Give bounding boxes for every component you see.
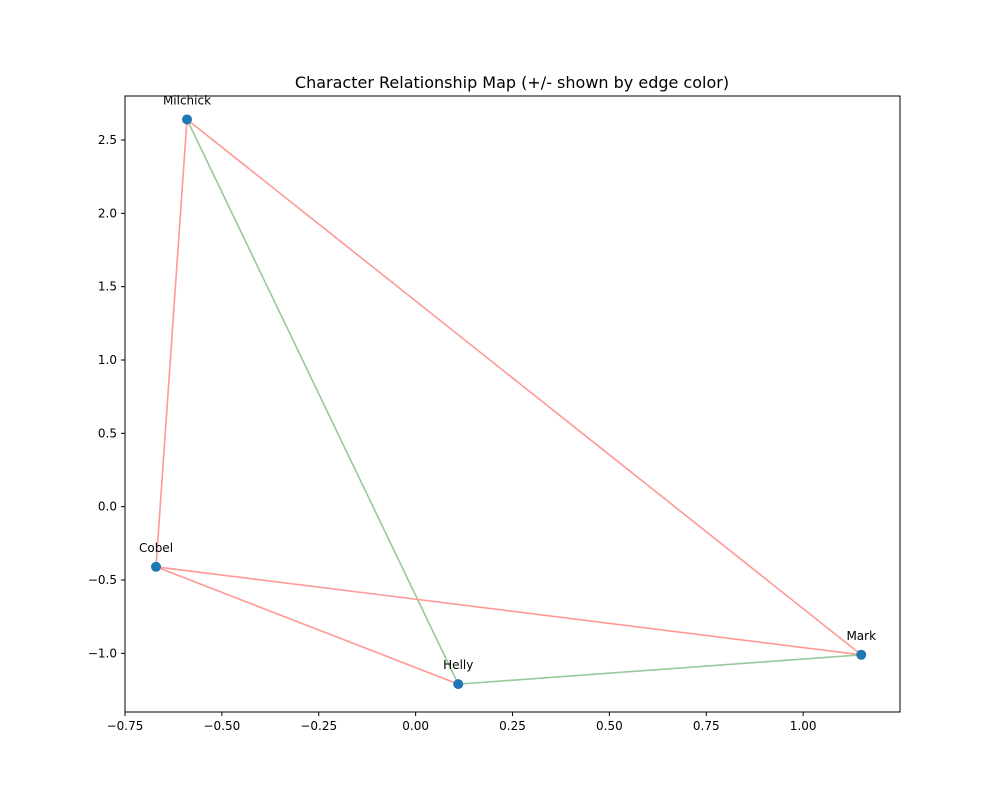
node-label-mark: Mark (846, 629, 876, 643)
edge-milchick-mark (186, 118, 862, 656)
node-layer (151, 114, 867, 690)
y-tick-label: 1.0 (98, 353, 117, 367)
x-tick-label: 1.00 (790, 719, 817, 733)
edge-layer (155, 118, 862, 685)
y-axis: −1.0 −0.5 0.0 0.5 1.0 1.5 2.0 2.5 (88, 133, 125, 660)
y-tick-label: 2.5 (98, 133, 117, 147)
x-tick-label: 0.50 (596, 719, 623, 733)
node-cobel (151, 561, 161, 572)
y-tick-label: 0.0 (98, 500, 117, 514)
node-label-milchick: Milchick (163, 93, 211, 107)
x-axis: −0.75 −0.50 −0.25 0.00 0.25 0.50 0.75 1.00 (107, 712, 817, 733)
node-label-layer: Milchick Cobel Helly Mark (139, 93, 876, 672)
edge-cobel-helly (155, 566, 459, 685)
node-helly (453, 679, 464, 690)
y-tick-label: −1.0 (88, 646, 117, 660)
y-tick-label: −0.5 (88, 573, 117, 587)
chart-title: Character Relationship Map (+/- shown by… (295, 73, 729, 92)
edge-cobel-mark (155, 566, 862, 656)
edge-milchick-cobel (155, 119, 188, 567)
node-mark (856, 649, 867, 660)
node-label-helly: Helly (443, 658, 473, 672)
y-tick-label: 2.0 (98, 206, 117, 220)
node-label-cobel: Cobel (139, 541, 173, 555)
edge-milchick-helly (186, 119, 459, 685)
x-tick-label: 0.25 (499, 719, 526, 733)
x-tick-label: −0.50 (203, 719, 240, 733)
y-tick-label: 0.5 (98, 426, 117, 440)
x-tick-label: 0.75 (693, 719, 720, 733)
x-tick-label: 0.00 (402, 719, 429, 733)
node-milchick (182, 114, 192, 125)
edge-helly-mark (458, 654, 862, 685)
x-tick-label: −0.25 (300, 719, 337, 733)
y-tick-label: 1.5 (98, 280, 117, 294)
x-tick-label: −0.75 (107, 719, 144, 733)
